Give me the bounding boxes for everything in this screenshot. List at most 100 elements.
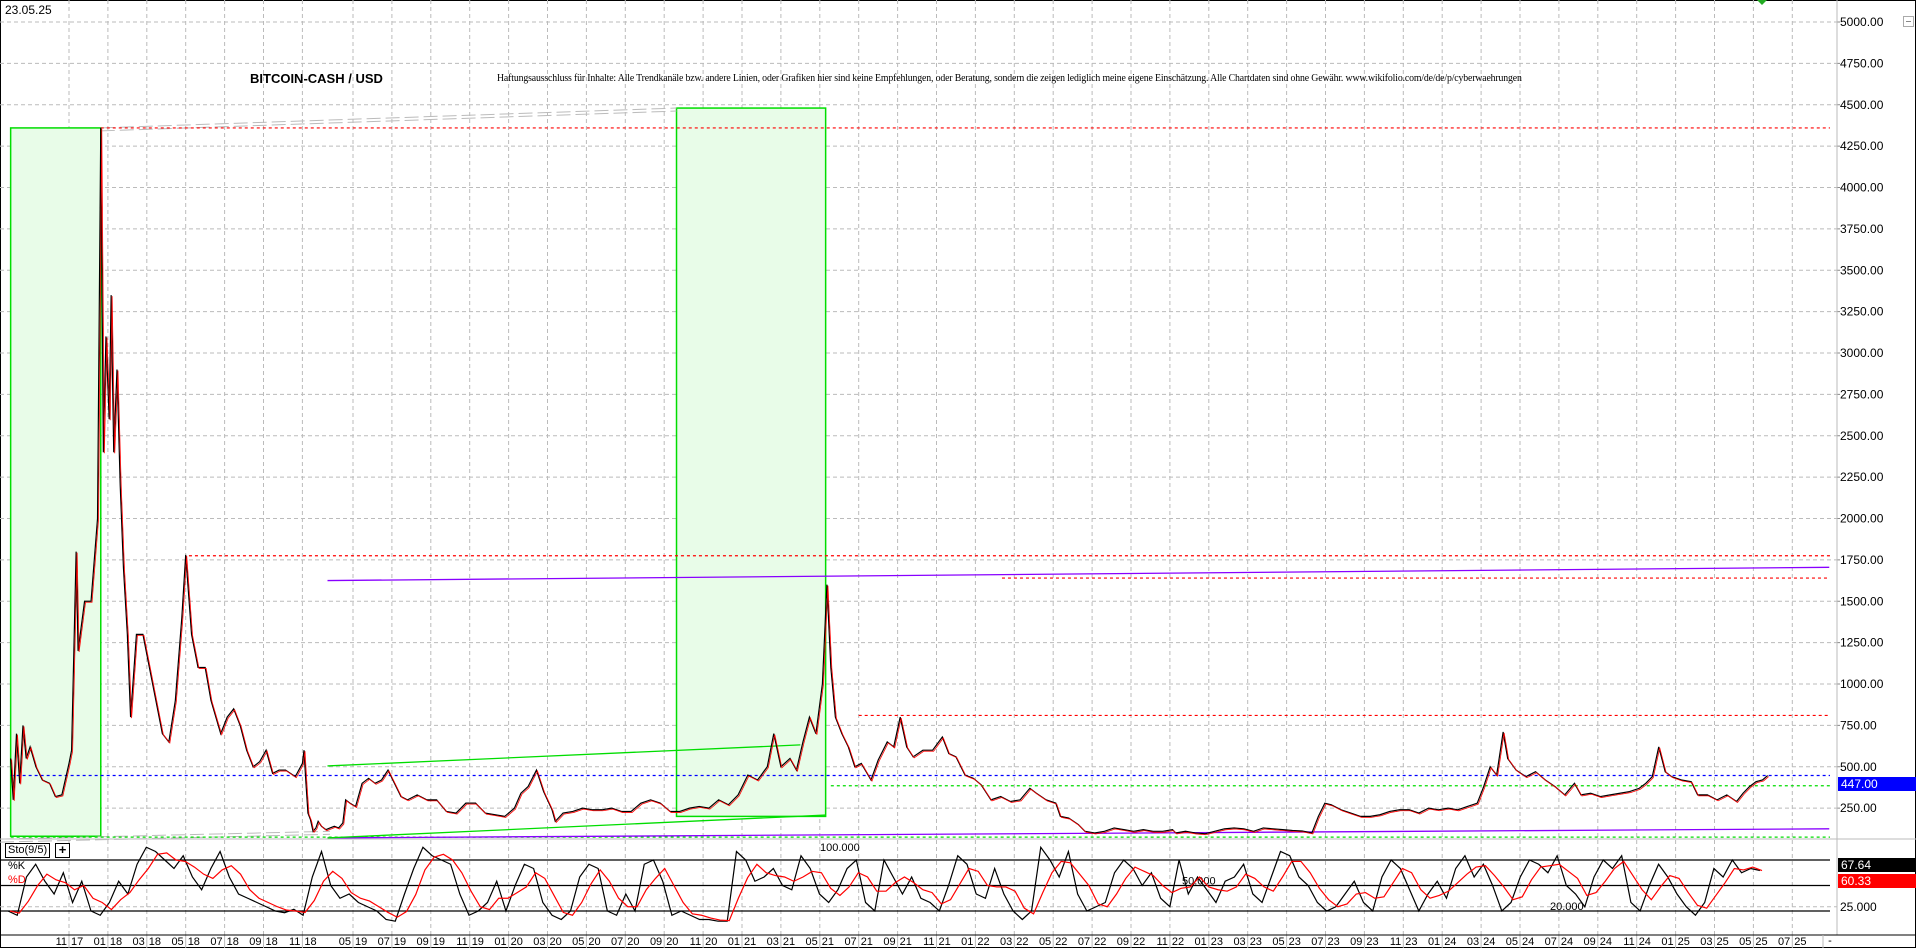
k-line (7, 845, 1761, 922)
y-tick-label: 500.00 (1840, 760, 1877, 774)
x-tick-label: 03 (1233, 936, 1245, 948)
x-tick-label: 07 (210, 936, 222, 948)
x-tick-label: 23 (1250, 936, 1262, 948)
x-tick-label: 09 (249, 936, 261, 948)
x-tick-label: 22 (1055, 936, 1067, 948)
x-tick-label: 20 (511, 936, 523, 948)
x-tick-label: 05 (1272, 936, 1284, 948)
add-indicator-button[interactable]: + (55, 843, 70, 858)
d-line (9, 852, 1763, 922)
collapse-icon[interactable] (1903, 16, 1914, 27)
sto-level-label: 20.000 (1550, 901, 1584, 913)
x-tick-label: 01 (1195, 936, 1207, 948)
x-tick-label: 18 (149, 936, 161, 948)
x-tick-label: 11 (1156, 936, 1167, 948)
x-tick-label: 01 (961, 936, 973, 948)
x-tick-label: 05 (1506, 936, 1518, 948)
x-tick-label: 11 (456, 936, 467, 948)
x-tick-label: 24 (1600, 936, 1612, 948)
x-tick-label: 25 (1794, 936, 1806, 948)
x-tick-label: 20 (627, 936, 639, 948)
x-tick-label: 18 (110, 936, 122, 948)
x-tick-label: 07 (378, 936, 390, 948)
y-tick-label: 1250.00 (1840, 636, 1884, 650)
y-tick-label: 3750.00 (1840, 222, 1884, 236)
x-tick-label: 19 (472, 936, 484, 948)
x-tick-label: 22 (1133, 936, 1145, 948)
x-tick-label: 22 (1172, 936, 1184, 948)
y-tick-label: 2250.00 (1840, 470, 1884, 484)
x-tick-label: 23 (1405, 936, 1417, 948)
x-tick-label: 21 (783, 936, 795, 948)
zone-box (9, 127, 102, 838)
zones (0, 107, 827, 843)
axis-menu-button[interactable]: - (1828, 935, 1832, 947)
x-tick-label: 23 (1211, 936, 1223, 948)
x-tick-label: 19 (394, 936, 406, 948)
y-tick-label: 4000.00 (1840, 181, 1884, 195)
y-tick-label: 4750.00 (1840, 56, 1884, 70)
x-tick-label: 23 (1328, 936, 1340, 948)
x-tick-label: 21 (744, 936, 756, 948)
price-line (10, 127, 1769, 835)
y-tick-label: 1500.00 (1840, 594, 1884, 608)
y-tick-label: 1000.00 (1840, 677, 1884, 691)
x-tick-label: 05 (806, 936, 818, 948)
chart-date: 23.05.25 (5, 3, 52, 17)
y-tick-label: 3000.00 (1840, 346, 1884, 360)
x-tick-label: 11 (923, 936, 934, 948)
k-legend: %K (8, 860, 26, 872)
x-tick-label: 21 (939, 936, 951, 948)
x-tick-label: 17 (71, 936, 83, 948)
y-tick-label: 2000.00 (1840, 512, 1884, 526)
x-tick-label: 07 (1545, 936, 1557, 948)
y-tick-label: 3250.00 (1840, 305, 1884, 319)
x-tick-label: 19 (433, 936, 445, 948)
x-tick-label: 07 (611, 936, 623, 948)
x-tick-label: 25 (1678, 936, 1690, 948)
x-tick-label: 19 (355, 936, 367, 948)
x-tick-label: 05 (1739, 936, 1751, 948)
x-tick-label: 09 (1584, 936, 1596, 948)
x-tick-label: 09 (417, 936, 429, 948)
x-tick-label: 11 (1390, 936, 1401, 948)
y-tick-label: 250.00 (1840, 801, 1877, 815)
x-tick-label: 24 (1444, 936, 1456, 948)
x-tick-label: 21 (861, 936, 873, 948)
x-tick-label: 05 (171, 936, 183, 948)
x-tick-label: 21 (822, 936, 834, 948)
x-tick-label: 03 (533, 936, 545, 948)
trend-line (327, 566, 1830, 582)
x-tick-label: 18 (227, 936, 239, 948)
k-value-badge: 67.64 (1838, 858, 1916, 872)
x-tick-label: 20 (550, 936, 562, 948)
y-tick-label: 5000.00 (1840, 15, 1884, 29)
levels (10, 127, 1830, 839)
trend-line (327, 828, 1830, 839)
x-tick-label: 21 (900, 936, 912, 948)
x-tick-label: 18 (304, 936, 316, 948)
x-tick-label: 09 (1350, 936, 1362, 948)
sto-level-label: 100.000 (820, 842, 860, 854)
connector-line (100, 107, 677, 129)
x-tick-label: 24 (1561, 936, 1573, 948)
y-tick-label: 4250.00 (1840, 139, 1884, 153)
x-tick-label: 01 (94, 936, 106, 948)
sto-axis-label: 25.000 (1840, 900, 1877, 914)
x-tick-label: 22 (1094, 936, 1106, 948)
last-price-badge: 447.00 (1838, 777, 1916, 791)
x-tick-label: 07 (1078, 936, 1090, 948)
x-tick-label: 24 (1483, 936, 1495, 948)
trend-line (327, 814, 826, 839)
x-tick-label: 05 (339, 936, 351, 948)
x-tick-label: 09 (883, 936, 895, 948)
indicator-name[interactable]: Sto(9/5) (5, 843, 51, 858)
x-tick-label: 07 (844, 936, 856, 948)
d-legend: %D (8, 874, 26, 886)
x-tick-label: 11 (1623, 936, 1634, 948)
x-tick-label: 25 (1755, 936, 1767, 948)
x-tick-label: 18 (188, 936, 200, 948)
x-tick-label: 07 (1311, 936, 1323, 948)
